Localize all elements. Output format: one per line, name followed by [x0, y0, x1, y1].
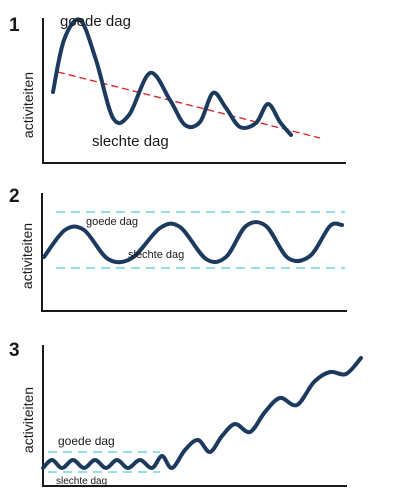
panel-2: 2 activiteiten goede dag slechte dag	[9, 186, 347, 312]
panel-3: 3 activiteiten goede dag slechte dag	[9, 340, 363, 487]
panel-1-good-day-label: goede dag	[60, 13, 131, 30]
panel-3-y-axis-label: activiteiten	[20, 387, 36, 453]
panel-1-axes	[42, 18, 346, 164]
panel-2-axes	[41, 193, 347, 312]
panel-3-number: 3	[9, 340, 20, 361]
panel-2-good-day-label: goede dag	[86, 216, 138, 228]
panel-2-number: 2	[9, 186, 20, 207]
panel-1-number: 1	[9, 15, 20, 36]
panel-2-y-axis-label: activiteiten	[19, 223, 35, 289]
panel-1-activity-curve	[51, 17, 293, 137]
panel-1-bad-day-label: slechte dag	[92, 133, 169, 150]
panel-1: 1 activiteiten goede dag slechte dag	[9, 13, 346, 164]
panel-3-good-day-label: goede dag	[58, 434, 115, 448]
panel-3-axes	[42, 345, 347, 487]
panel-3-activity-curve	[41, 356, 363, 470]
panel-2-bad-day-label: slechte dag	[128, 249, 184, 261]
panel-1-y-axis-label: activiteiten	[20, 72, 36, 138]
panel-2-activity-curve	[42, 220, 344, 265]
panel-3-bad-day-label: slechte dag	[56, 476, 107, 487]
